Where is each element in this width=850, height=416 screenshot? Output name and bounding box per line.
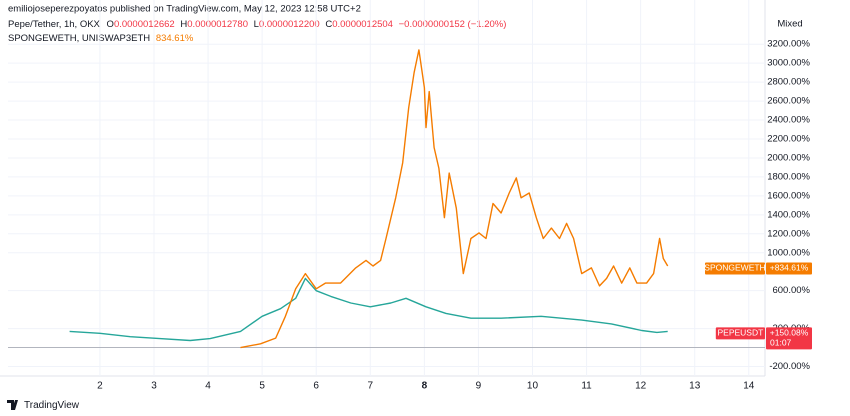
x-tick-label: 13 (689, 381, 701, 392)
series-line (69, 277, 668, 342)
y-tick-label: 2400.00% (767, 115, 810, 126)
price-tag[interactable]: SPONGEWETH +834.61% (704, 262, 812, 275)
y-tick-label: 2800.00% (767, 77, 810, 88)
brand: TradingView (24, 400, 80, 411)
o-value: 0.0000012662 (114, 19, 175, 30)
h-key: H (180, 19, 187, 30)
y-tick-label: 1800.00% (767, 171, 810, 182)
y-tick-label: 3000.00% (767, 58, 810, 69)
price-tag-value: +150.08% (770, 328, 809, 338)
price-tag-value-box (766, 327, 812, 350)
x-tick-label: 10 (527, 381, 539, 392)
y-tick-label: 600.00% (772, 285, 810, 296)
price-tag[interactable]: PEPEUSDT +150.08%01:07 (715, 327, 812, 350)
x-tick-label: 7 (367, 381, 373, 392)
y-tick-label: 1400.00% (767, 209, 810, 220)
y-tick-label: -200.00% (769, 361, 810, 372)
price-tag-name: SPONGEWETH (704, 263, 765, 273)
y-tick-label: 2200.00% (767, 134, 810, 145)
footer: TradingView (7, 400, 80, 411)
h-value: 0.0000012780 (187, 19, 248, 30)
legend-main: Pepe/Tether, 1h, OKX O0.0000012662 H0.00… (8, 19, 506, 30)
plot (69, 49, 669, 349)
price-tag-value-box (766, 262, 812, 275)
o-key: O (107, 19, 114, 30)
y-tick-label: 2000.00% (767, 152, 810, 163)
symbol[interactable]: Pepe/Tether, 1h, OKX (8, 19, 101, 30)
price-tag-name-box (715, 327, 765, 340)
price-tag-name: PEPEUSDT (717, 328, 763, 338)
compare-symbol[interactable]: SPONGEWETH, UNISWAP3ETH (8, 33, 150, 44)
series-line (240, 49, 669, 349)
y-tick-label: 1200.00% (767, 228, 810, 239)
axes: -200.00%200.00%600.00%1000.00%1200.00%14… (97, 39, 812, 392)
x-tick-label: 8 (422, 381, 428, 392)
scale-mode[interactable]: Mixed (777, 19, 802, 30)
x-tick-label: 11 (581, 381, 592, 392)
legend-compare: SPONGEWETH, UNISWAP3ETH 834.61% (8, 33, 194, 44)
price-tag-countdown: 01:07 (770, 338, 792, 348)
x-tick-label: 12 (635, 381, 647, 392)
x-tick-label: 5 (259, 381, 265, 392)
y-tick-label: 1600.00% (767, 190, 810, 201)
l-value: 0.0000012200 (259, 19, 320, 30)
publisher: emiliojoseperezpoyatos published on Trad… (8, 4, 361, 15)
grid (8, 0, 765, 376)
compare-value: 834.61% (156, 33, 194, 44)
x-tick-label: 14 (743, 381, 755, 392)
c-value: 0.0000012504 (332, 19, 393, 30)
x-tick-label: 3 (151, 381, 157, 392)
change: −0.0000000152 (−1.20%) (399, 19, 507, 30)
c-key: C (325, 19, 332, 30)
x-tick-label: 4 (205, 381, 211, 392)
l-key: L (254, 19, 259, 30)
x-tick-label: 9 (476, 381, 482, 392)
price-tag-name-box (705, 262, 765, 275)
x-tick-label: 2 (97, 381, 103, 392)
y-tick-label: 1000.00% (767, 247, 810, 258)
y-tick-label: 3200.00% (767, 39, 810, 50)
y-tick-label: 2600.00% (767, 96, 810, 107)
x-tick-label: 6 (313, 381, 319, 392)
price-tag-value: +834.61% (770, 263, 809, 273)
logo (7, 400, 18, 410)
